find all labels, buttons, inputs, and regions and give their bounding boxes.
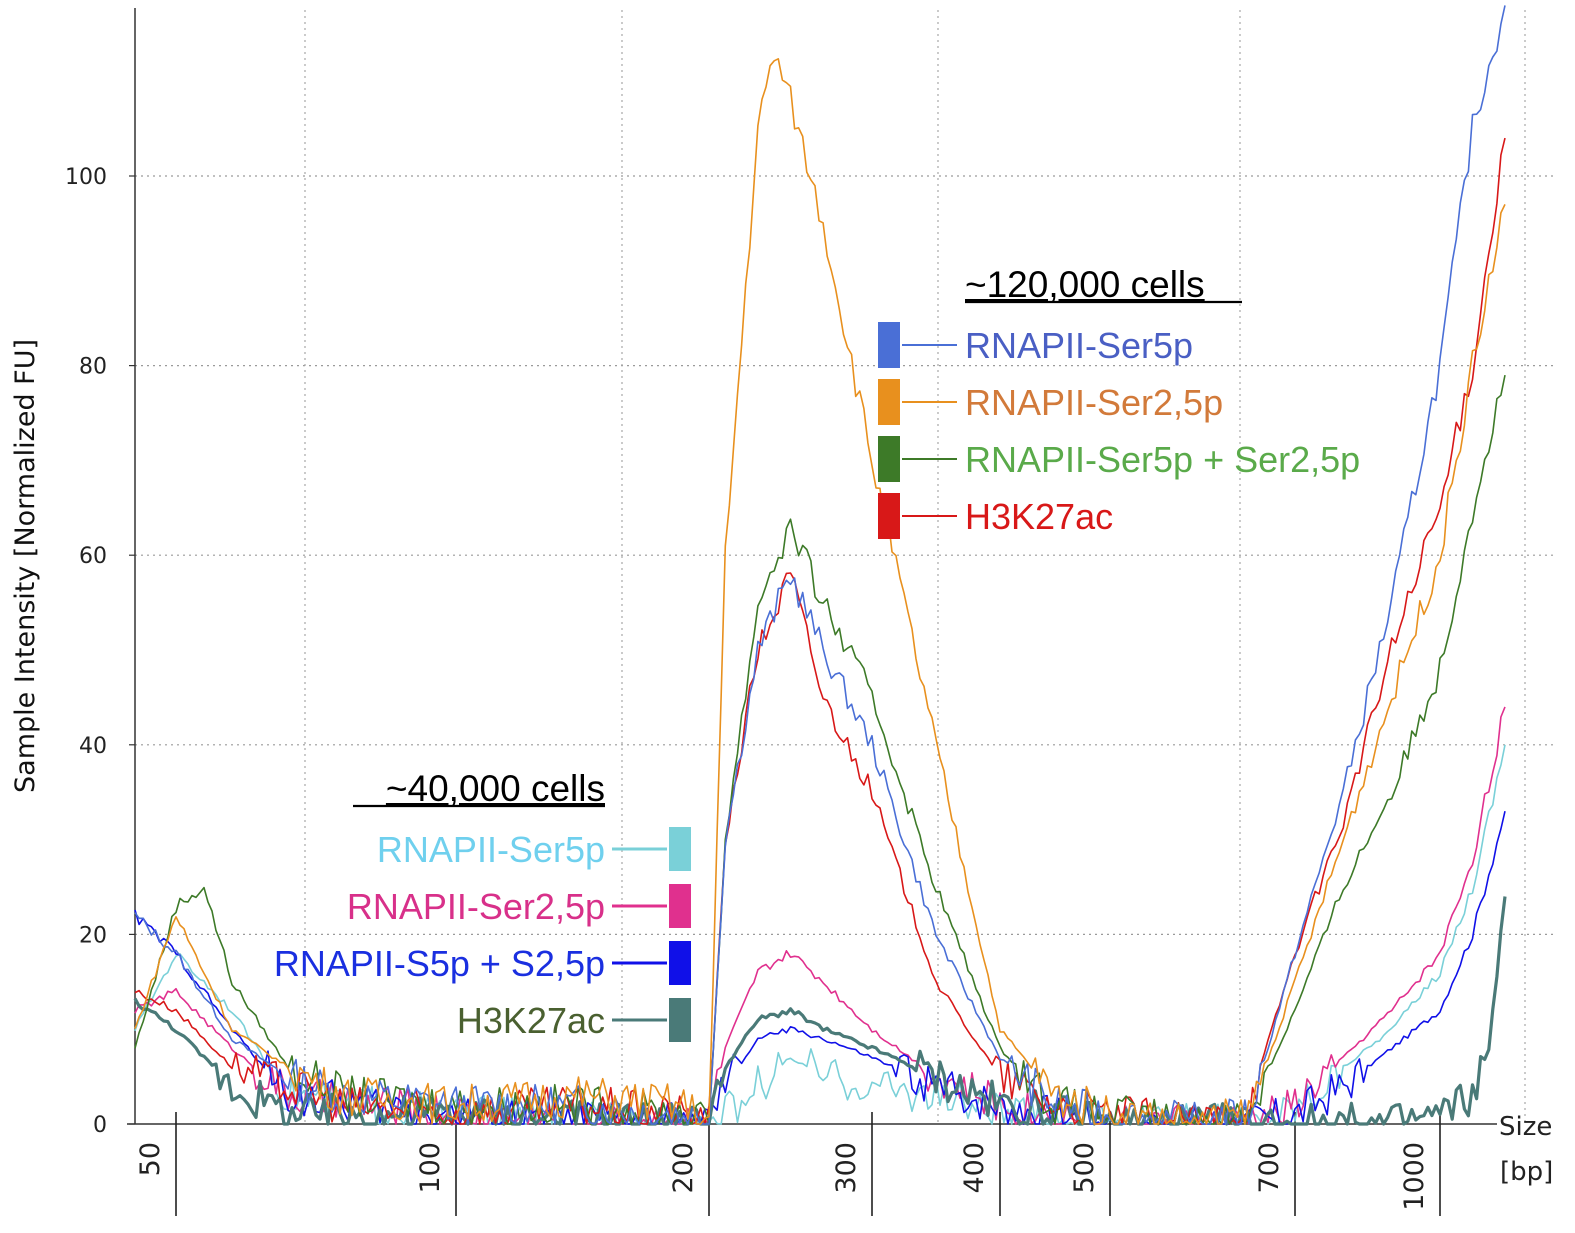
series-lines bbox=[133, 5, 1507, 1126]
x-tick-label: 700 bbox=[1254, 1142, 1285, 1194]
x-tick-label: 500 bbox=[1069, 1142, 1100, 1194]
x-tick-label: 200 bbox=[668, 1142, 699, 1194]
x-axis-title: Size bbox=[1499, 1112, 1552, 1142]
legend-title: ~120,000 cells bbox=[965, 264, 1205, 305]
y-axis-title: Sample Intensity [Normalized FU] bbox=[10, 339, 41, 793]
x-tick-label: 100 bbox=[415, 1142, 446, 1194]
legend-label: RNAPII-Ser5p + Ser2,5p bbox=[965, 439, 1360, 480]
y-tick-label: 0 bbox=[93, 1113, 107, 1138]
series-line bbox=[134, 5, 1506, 1125]
legends: ~120,000 cells RNAPII-Ser5p RNAPII-Ser2,5p… bbox=[274, 264, 1360, 1042]
x-tick-label: 300 bbox=[831, 1142, 862, 1194]
legend-swatch bbox=[669, 884, 691, 928]
legend-swatch bbox=[669, 998, 691, 1042]
legend-swatch bbox=[878, 379, 900, 425]
y-tick-label: 20 bbox=[79, 923, 107, 948]
legend-label: RNAPII-Ser5p bbox=[965, 325, 1193, 366]
y-tick-label: 60 bbox=[79, 544, 107, 569]
legend-label: H3K27ac bbox=[965, 496, 1113, 537]
y-tick-label: 40 bbox=[79, 734, 107, 759]
x-tick-label: 1000 bbox=[1399, 1142, 1430, 1211]
x-axis-unit: [bp] bbox=[1500, 1157, 1553, 1187]
series-line bbox=[134, 58, 1506, 1125]
legend-label: RNAPII-Ser2,5p bbox=[347, 886, 605, 927]
legend-swatch bbox=[669, 941, 691, 985]
series-line bbox=[134, 706, 1506, 1125]
legend-swatch bbox=[878, 322, 900, 368]
series-line bbox=[134, 374, 1506, 1125]
legend-label: H3K27ac bbox=[457, 1000, 605, 1041]
y-tick-label: 80 bbox=[79, 355, 107, 380]
legend-swatch bbox=[669, 827, 691, 871]
axes: 0 20 40 60 80 100 50 100 200 300 400 500 700 1000 bbox=[65, 8, 1497, 1216]
series-line bbox=[133, 896, 1507, 1126]
x-tick-label: 50 bbox=[135, 1142, 166, 1176]
legend-label: RNAPII-Ser2,5p bbox=[965, 382, 1223, 423]
legend-title: ~40,000 cells bbox=[386, 768, 605, 809]
x-tick-label: 400 bbox=[959, 1142, 990, 1194]
legend-label: RNAPII-Ser5p bbox=[377, 829, 605, 870]
legend-label: RNAPII-S5p + S2,5p bbox=[274, 943, 605, 984]
legend-swatch bbox=[878, 493, 900, 539]
grid bbox=[135, 10, 1555, 1124]
y-tick-label: 100 bbox=[65, 165, 107, 190]
legend-swatch bbox=[878, 436, 900, 482]
